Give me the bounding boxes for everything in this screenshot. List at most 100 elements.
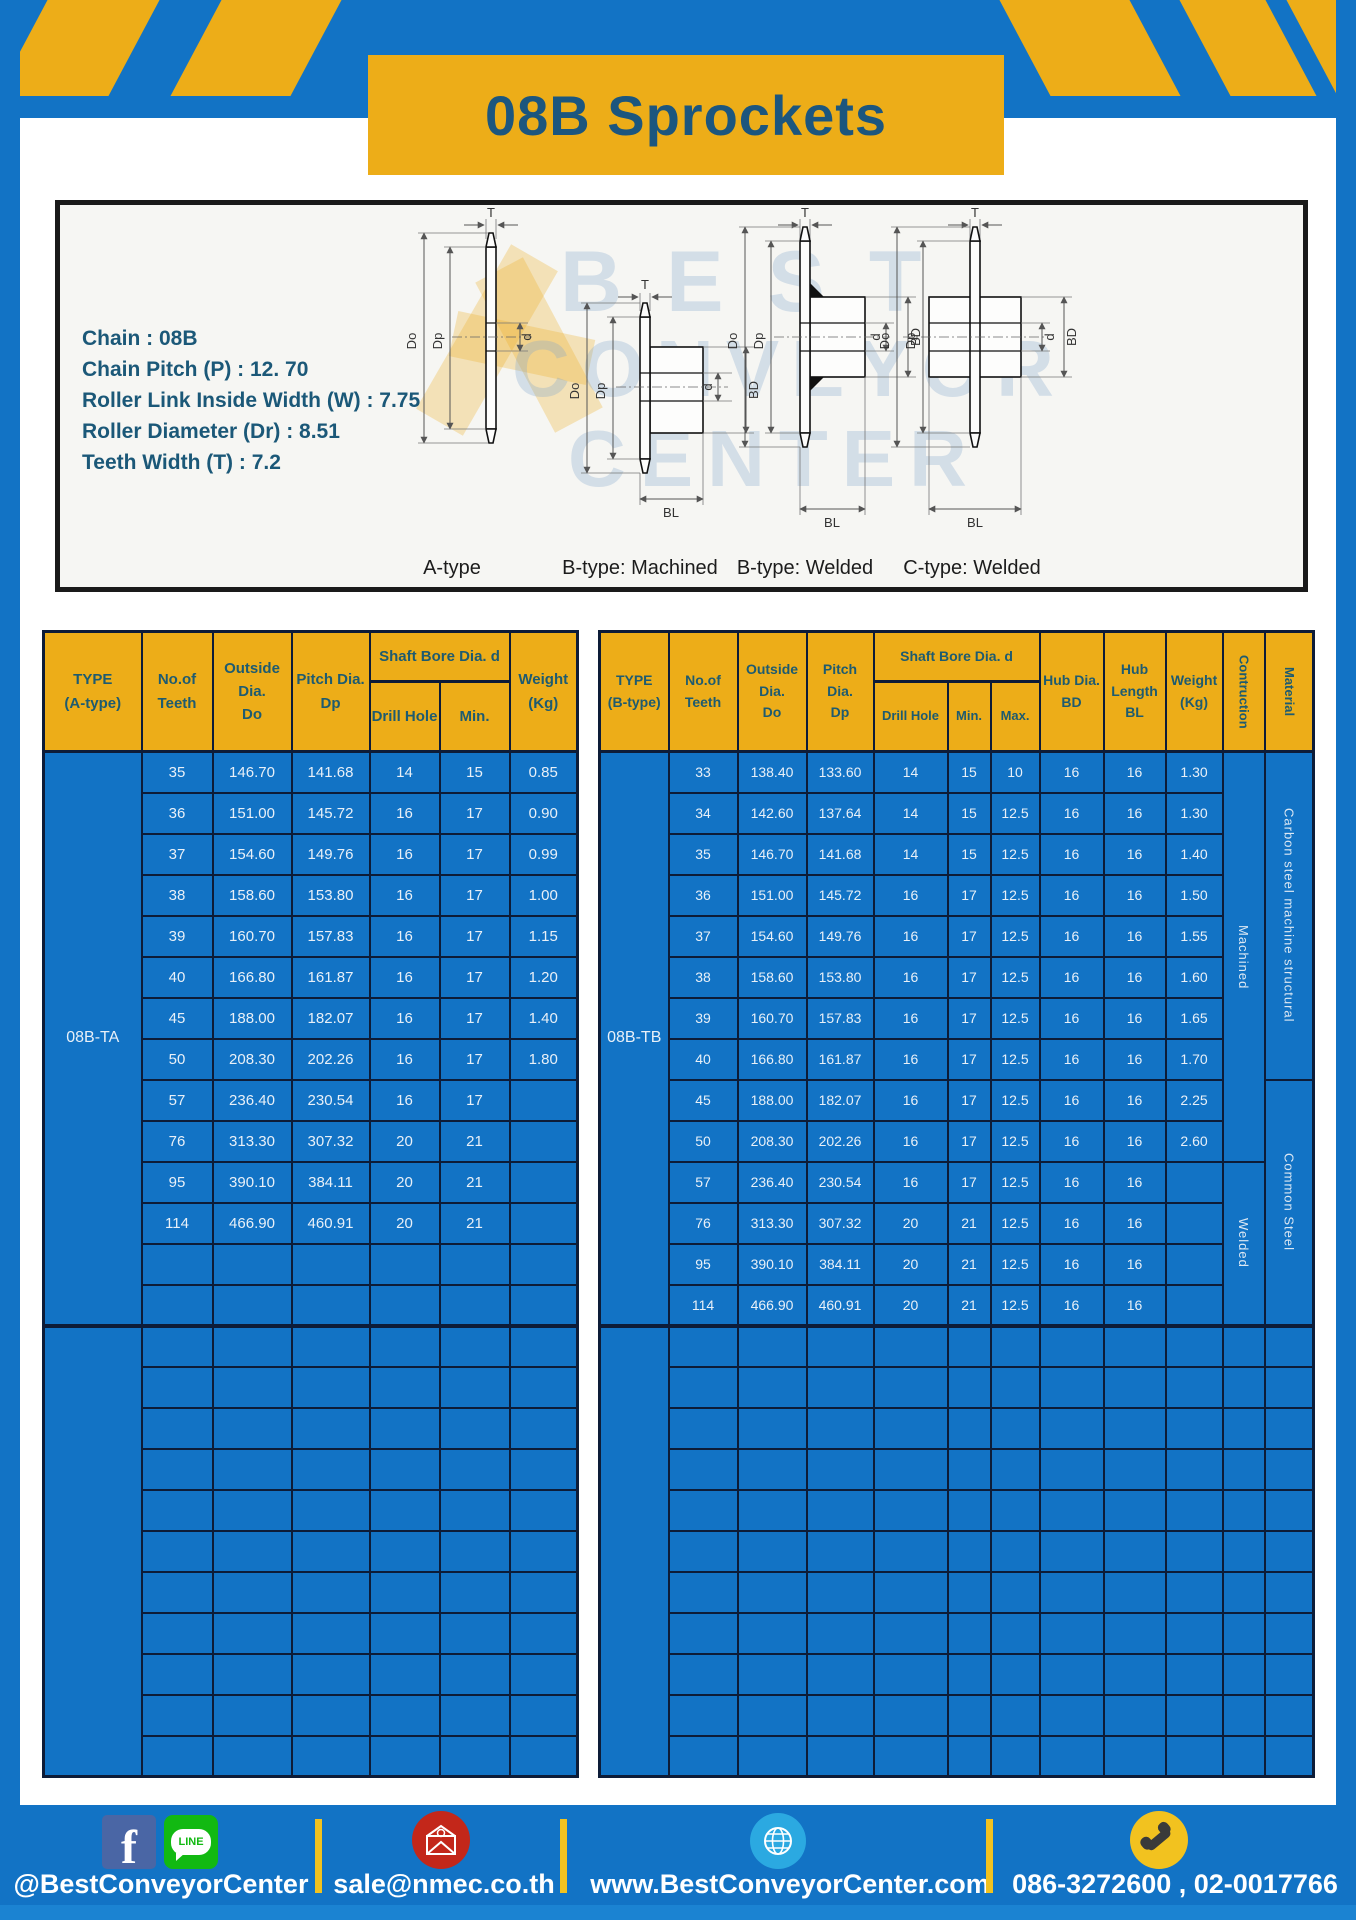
table-cell: 14 — [368, 750, 441, 794]
footer-divider — [986, 1819, 993, 1893]
table-cell: 76 — [667, 1201, 739, 1245]
table-cell: 1.30 — [1164, 750, 1224, 794]
table-cell — [1221, 1570, 1266, 1614]
table-cell: 12.5 — [989, 1160, 1041, 1204]
table-cell: 236.40 — [211, 1078, 293, 1122]
table-cell: 17 — [438, 1078, 511, 1122]
table-cell: 16 — [1102, 996, 1167, 1040]
type-value-cell — [598, 1323, 670, 1778]
table-cell: 16 — [1038, 1078, 1105, 1122]
table-cell — [667, 1323, 739, 1368]
table-cell — [290, 1323, 371, 1368]
table-cell — [1221, 1734, 1266, 1778]
table-cell: 17 — [946, 1160, 992, 1204]
table-cell — [140, 1529, 214, 1573]
table-cell — [1164, 1201, 1224, 1245]
table-cell — [211, 1283, 293, 1327]
table-cell — [1038, 1693, 1105, 1737]
table-cell: 17 — [438, 914, 511, 958]
table-cell — [872, 1365, 949, 1409]
table-cell — [989, 1570, 1041, 1614]
table-cell — [872, 1611, 949, 1655]
table-cell — [989, 1734, 1041, 1778]
table-cell — [1038, 1652, 1105, 1696]
table-cell: 76 — [140, 1119, 214, 1163]
table-cell — [438, 1570, 511, 1614]
table-cell: 16 — [1038, 750, 1105, 794]
table-cell — [736, 1652, 808, 1696]
table-cell — [1102, 1323, 1167, 1368]
facebook-icon: f — [102, 1815, 156, 1869]
table-cell — [1221, 1406, 1266, 1450]
table-cell — [946, 1652, 992, 1696]
table-cell: 16 — [872, 996, 949, 1040]
table-b-type: TYPE (B-type) No.of Teeth Outside Dia. Do P… — [598, 630, 1316, 1778]
table-cell — [368, 1488, 441, 1532]
table-cell — [989, 1611, 1041, 1655]
table-cell: 16 — [1038, 1119, 1105, 1163]
table-cell — [989, 1406, 1041, 1450]
drawing-c-type-welded: T Do Dp d BD BL — [877, 205, 1079, 530]
table-cell — [140, 1323, 214, 1368]
drawing-label-a-type: A-type — [423, 557, 481, 579]
table-cell — [989, 1488, 1041, 1532]
header-min: Min. — [438, 680, 511, 753]
table-cell: 50 — [140, 1037, 214, 1081]
header-shaft-bore: Shaft Bore Dia. d — [872, 630, 1041, 683]
table-cell: 16 — [368, 996, 441, 1040]
table-cell — [368, 1734, 441, 1778]
table-cell — [140, 1570, 214, 1614]
table-cell — [508, 1201, 579, 1245]
table-cell — [368, 1406, 441, 1450]
table-cell — [946, 1488, 992, 1532]
drawing-b-type-machined: T Do Dp d BD BL — [567, 277, 761, 520]
table-cell — [989, 1365, 1041, 1409]
table-cell — [1221, 1488, 1266, 1532]
table-row: 57 236.40 230.54 16 17 — [44, 1078, 579, 1122]
drawing-label-b-machined: B-type: Machined — [562, 557, 718, 579]
phone-icon — [1130, 1811, 1188, 1869]
table-cell: 16 — [1102, 1119, 1167, 1163]
table-cell: 16 — [1102, 955, 1167, 999]
drawing-b-type-welded: T Do Dp d BD — [725, 205, 923, 530]
table-row — [44, 1570, 579, 1614]
table-cell — [290, 1488, 371, 1532]
table-cell — [1221, 1693, 1266, 1737]
table-cell: 17 — [946, 1119, 992, 1163]
table-cell: 158.60 — [736, 955, 808, 999]
dim-label: T — [487, 205, 495, 220]
table-cell: 12.5 — [989, 873, 1041, 917]
table-cell: 16 — [1102, 914, 1167, 958]
table-cell — [1164, 1406, 1224, 1450]
table-cell — [872, 1734, 949, 1778]
table-cell — [290, 1283, 371, 1327]
dim-label: Do — [877, 333, 892, 350]
table-cell — [667, 1652, 739, 1696]
table-cell: 166.80 — [211, 955, 293, 999]
table-row: 76 313.30 307.32 20 21 12.5 16 16 — [600, 1201, 1314, 1245]
table-cell: 12.5 — [989, 1078, 1041, 1122]
table-cell — [368, 1529, 441, 1573]
table-cell — [1102, 1652, 1167, 1696]
table-cell — [736, 1447, 808, 1491]
table-row — [44, 1447, 579, 1491]
table-cell: 16 — [872, 914, 949, 958]
table-cell: 16 — [1102, 873, 1167, 917]
table-cell: 95 — [667, 1242, 739, 1286]
table-row — [600, 1529, 1315, 1573]
table-cell — [1102, 1488, 1167, 1532]
table-row: 40 166.80 161.87 16 17 12.5 16 16 1.70 — [600, 1037, 1314, 1081]
table-cell — [1038, 1365, 1105, 1409]
table-cell — [438, 1529, 511, 1573]
table-cell — [1221, 1447, 1266, 1491]
dim-label: d — [1042, 333, 1057, 340]
table-cell: 149.76 — [290, 832, 371, 876]
table-cell: 20 — [368, 1160, 441, 1204]
table-row: 50 208.30 202.26 16 17 12.5 16 16 2.60 — [600, 1119, 1314, 1163]
table-row: 37 154.60 149.76 16 17 12.5 16 16 1.55 — [600, 914, 1314, 958]
table-cell — [1038, 1611, 1105, 1655]
table-row: 114 466.90 460.91 20 21 12.5 16 16 — [600, 1283, 1314, 1327]
table-cell — [736, 1323, 808, 1368]
table-cell — [1221, 1529, 1266, 1573]
table-row — [44, 1611, 579, 1655]
